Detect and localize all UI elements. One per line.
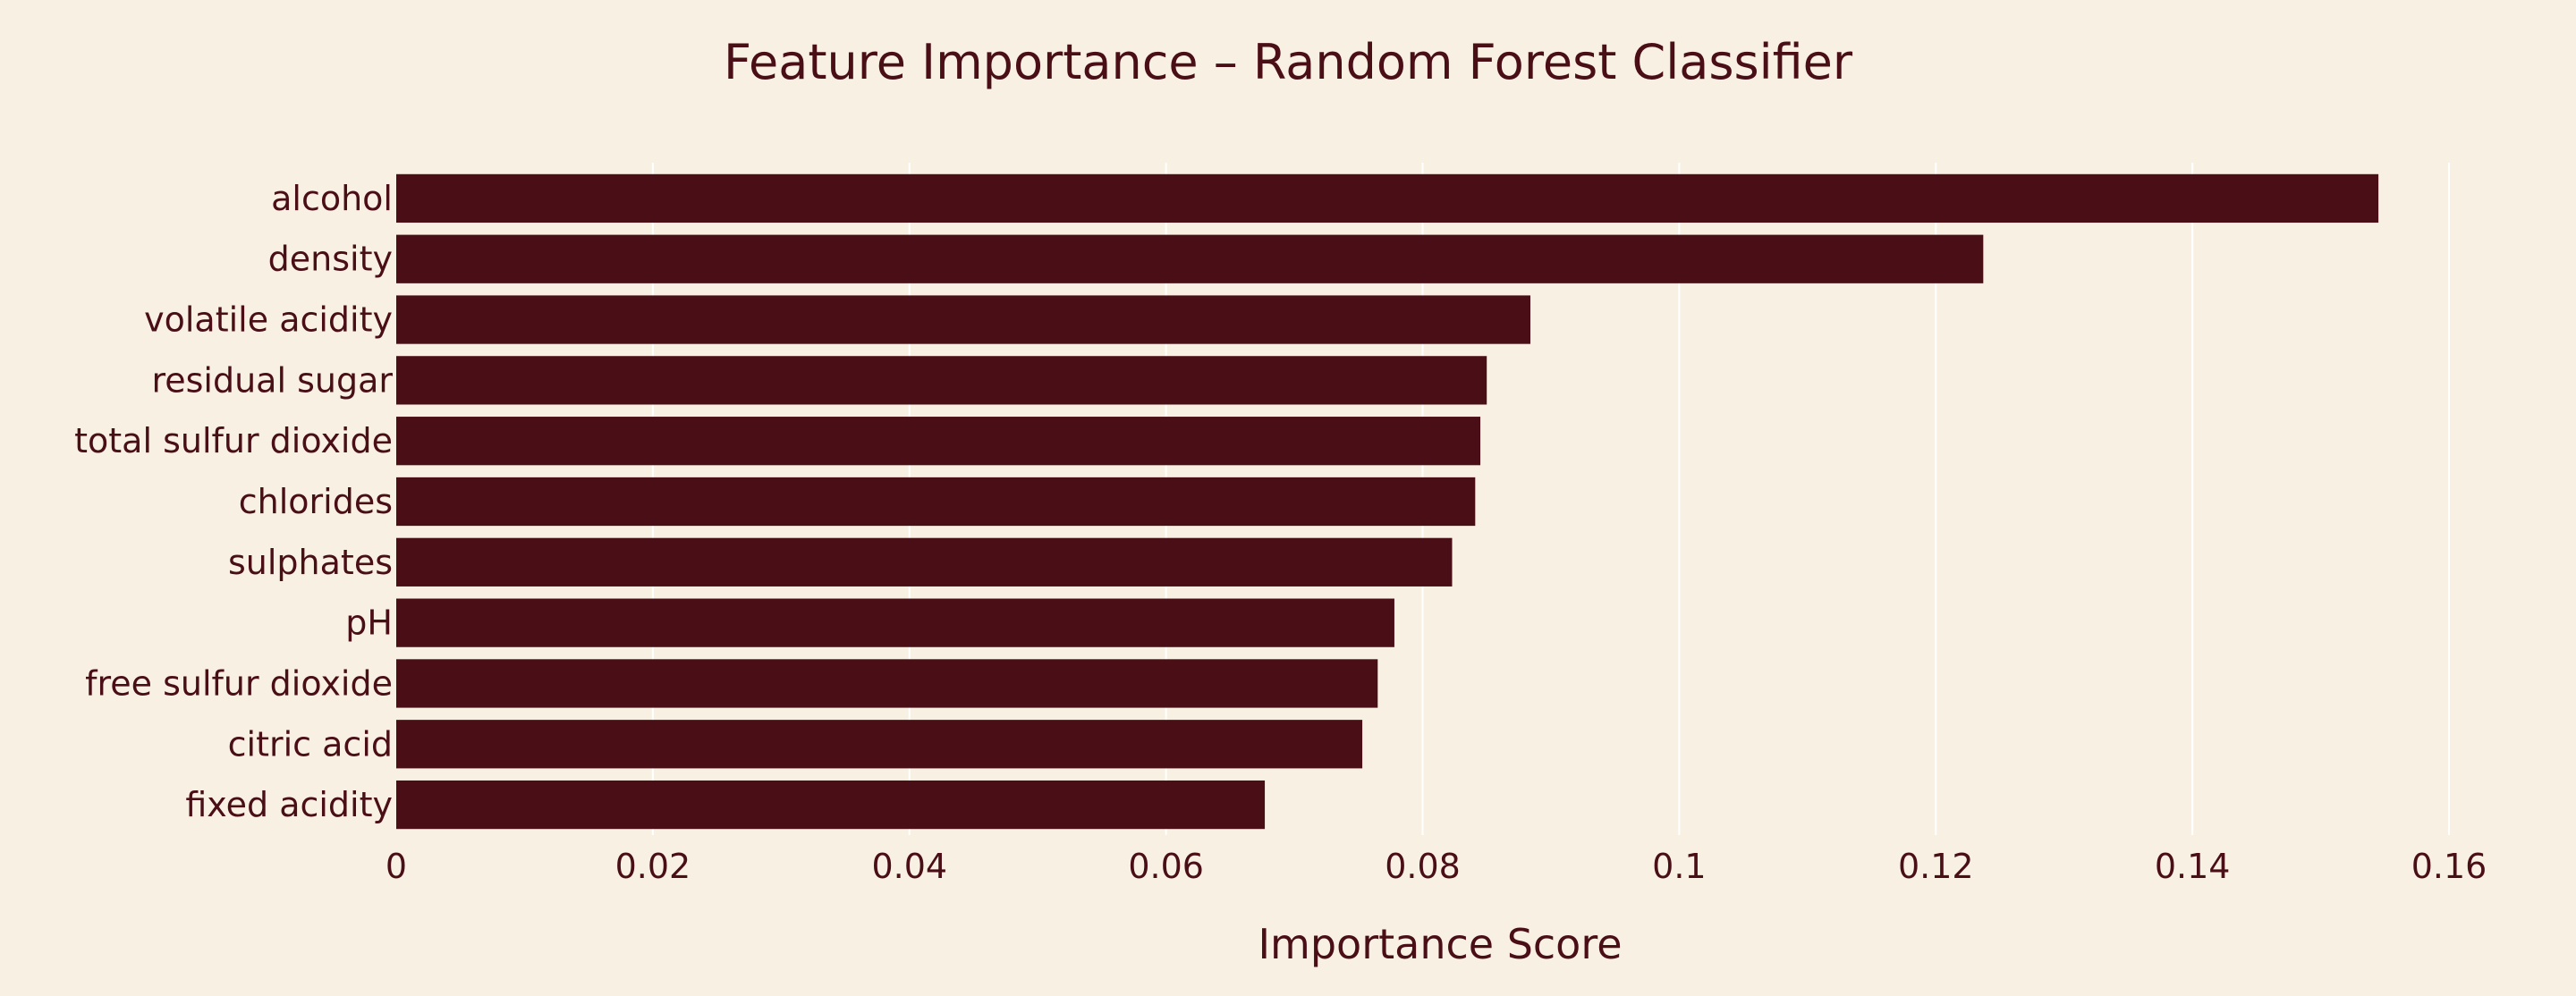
y-tick-label: total sulfur dioxide [74,421,393,460]
y-tick-label: alcohol [271,179,393,218]
bar-fixed-acidity [396,780,1266,830]
y-tick-label: fixed acidity [185,785,393,824]
x-tick-label: 0.06 [1128,847,1204,886]
bar-chlorides [396,477,1476,527]
x-tick-label: 0.14 [2155,847,2231,886]
bar-volatile-acidity [396,295,1530,344]
bar-total-sulfur-dioxide [396,417,1481,466]
chart-title: Feature Importance – Random Forest Class… [724,34,1853,90]
bar-ph [396,598,1394,647]
y-axis-tick-labels: alcohol density volatile acidity residual s… [74,179,393,824]
x-axis-tick-labels: 0 0.02 0.04 0.06 0.08 0.1 0.12 0.14 0.16 [386,847,2487,886]
bar-free-sulfur-dioxide [396,659,1378,708]
y-tick-label: volatile acidity [144,300,393,340]
y-tick-label: sulphates [228,543,393,582]
bar-residual-sugar [396,356,1487,405]
bar-density [396,234,1984,283]
x-tick-label: 0.02 [615,847,691,886]
y-tick-label: pH [345,604,393,643]
y-tick-label: density [268,240,393,279]
x-tick-label: 0.04 [871,847,947,886]
bar-alcohol [396,173,2379,224]
x-tick-label: 0 [386,847,407,886]
x-tick-label: 0.1 [1652,847,1706,886]
x-tick-label: 0.12 [1898,847,1974,886]
y-tick-label: chlorides [239,482,393,521]
x-tick-label: 0.16 [2411,847,2487,886]
x-axis-title: Importance Score [1258,920,1622,968]
bars [396,173,2379,830]
y-tick-label: citric acid [228,724,393,764]
bar-citric-acid [396,720,1363,769]
y-tick-label: residual sugar [151,360,393,400]
bar-sulphates [396,537,1453,587]
x-tick-label: 0.08 [1385,847,1461,886]
y-tick-label: free sulfur dioxide [85,663,393,703]
